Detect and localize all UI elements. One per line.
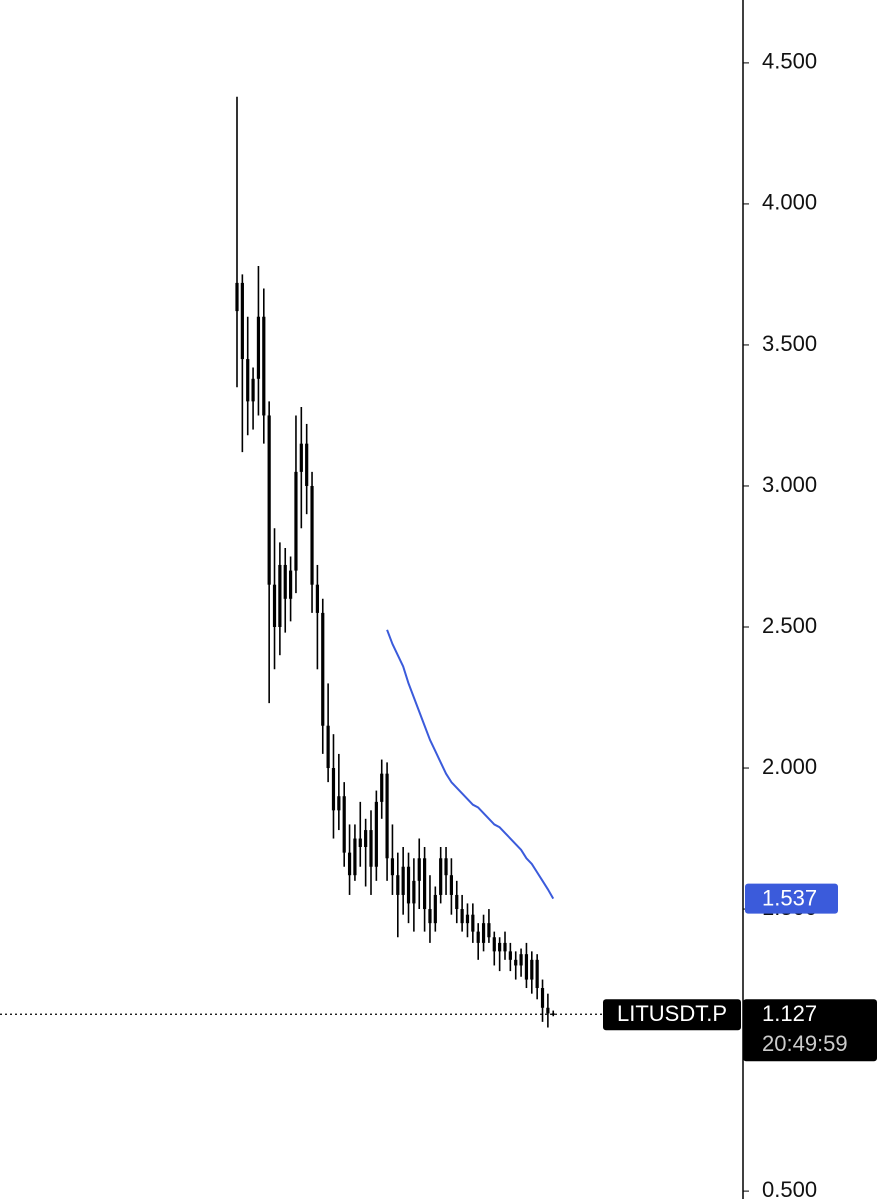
candle-body (439, 858, 443, 895)
last-price-label: 1.127 (762, 1001, 817, 1026)
y-tick-label: 3.500 (762, 331, 817, 356)
candle-body (342, 796, 346, 853)
ma-price-badge (745, 883, 838, 914)
candle-body (294, 471, 298, 571)
candle-body (428, 909, 432, 924)
candle-body (498, 942, 502, 952)
candle-body (315, 584, 319, 613)
candle-body (535, 959, 539, 989)
candle-body (385, 773, 389, 859)
candle-body (267, 415, 271, 585)
candle-body (310, 485, 314, 585)
candle-body (551, 1013, 555, 1015)
candle-body (481, 923, 486, 943)
moving-average-line (386, 629, 555, 900)
candle-body (358, 838, 362, 847)
candle-body (390, 858, 395, 876)
candle-body (417, 858, 421, 881)
candle-body (235, 282, 239, 312)
candle-body (364, 830, 368, 847)
candle-body (278, 564, 282, 627)
candle-body (460, 909, 464, 924)
candle-body (524, 954, 529, 980)
y-tick-label: 2.000 (762, 754, 817, 779)
candle-body (347, 852, 352, 876)
candle-body (283, 564, 287, 599)
candle-body (433, 894, 437, 924)
y-tick-label: 4.500 (762, 49, 817, 74)
y-tick-label: 0.500 (762, 1177, 817, 1199)
candle-body (326, 725, 330, 769)
candle-body (514, 959, 518, 966)
candle-body (540, 988, 545, 1008)
candle-body (262, 316, 266, 416)
candle-body (508, 951, 512, 960)
candle-body (256, 316, 261, 379)
candle-body (465, 914, 470, 924)
candle-body (272, 584, 277, 627)
candle-body (476, 931, 480, 943)
candle-body (380, 773, 384, 802)
candle-body (471, 914, 475, 932)
candle-body (401, 866, 405, 895)
candle-body (406, 866, 411, 904)
countdown-label: 20:49:59 (762, 1031, 848, 1056)
y-tick-label: 3.000 (762, 472, 817, 497)
candle-body (449, 875, 453, 895)
candle-body (423, 858, 427, 910)
candle-body (305, 443, 309, 486)
y-tick-label: 2.500 (762, 613, 817, 638)
candle-body (444, 858, 448, 876)
candle-body (331, 768, 336, 811)
candle-body (396, 875, 400, 895)
ma-price-label: 1.537 (762, 885, 817, 910)
last-price-badge (743, 999, 877, 1062)
candle-body (519, 954, 523, 966)
y-tick-label: 4.000 (762, 190, 817, 215)
candle-body (240, 282, 244, 360)
candle-body (412, 880, 416, 904)
candle-body (251, 378, 255, 402)
candle-body (455, 894, 459, 910)
candle-body (487, 923, 491, 938)
candle-body (530, 959, 534, 980)
candle-body (503, 942, 507, 952)
symbol-label: LITUSDT.P (617, 1001, 727, 1026)
candle-body (353, 838, 357, 876)
candle-body (299, 443, 303, 472)
symbol-badge (603, 999, 741, 1031)
candle-body (374, 801, 378, 867)
candle-body (246, 359, 250, 402)
candle-body (369, 830, 373, 867)
candle-body (321, 612, 325, 726)
candle-body (546, 1007, 550, 1014)
candle-body (289, 570, 293, 599)
candle-body (492, 937, 496, 952)
candle-body (337, 796, 341, 811)
